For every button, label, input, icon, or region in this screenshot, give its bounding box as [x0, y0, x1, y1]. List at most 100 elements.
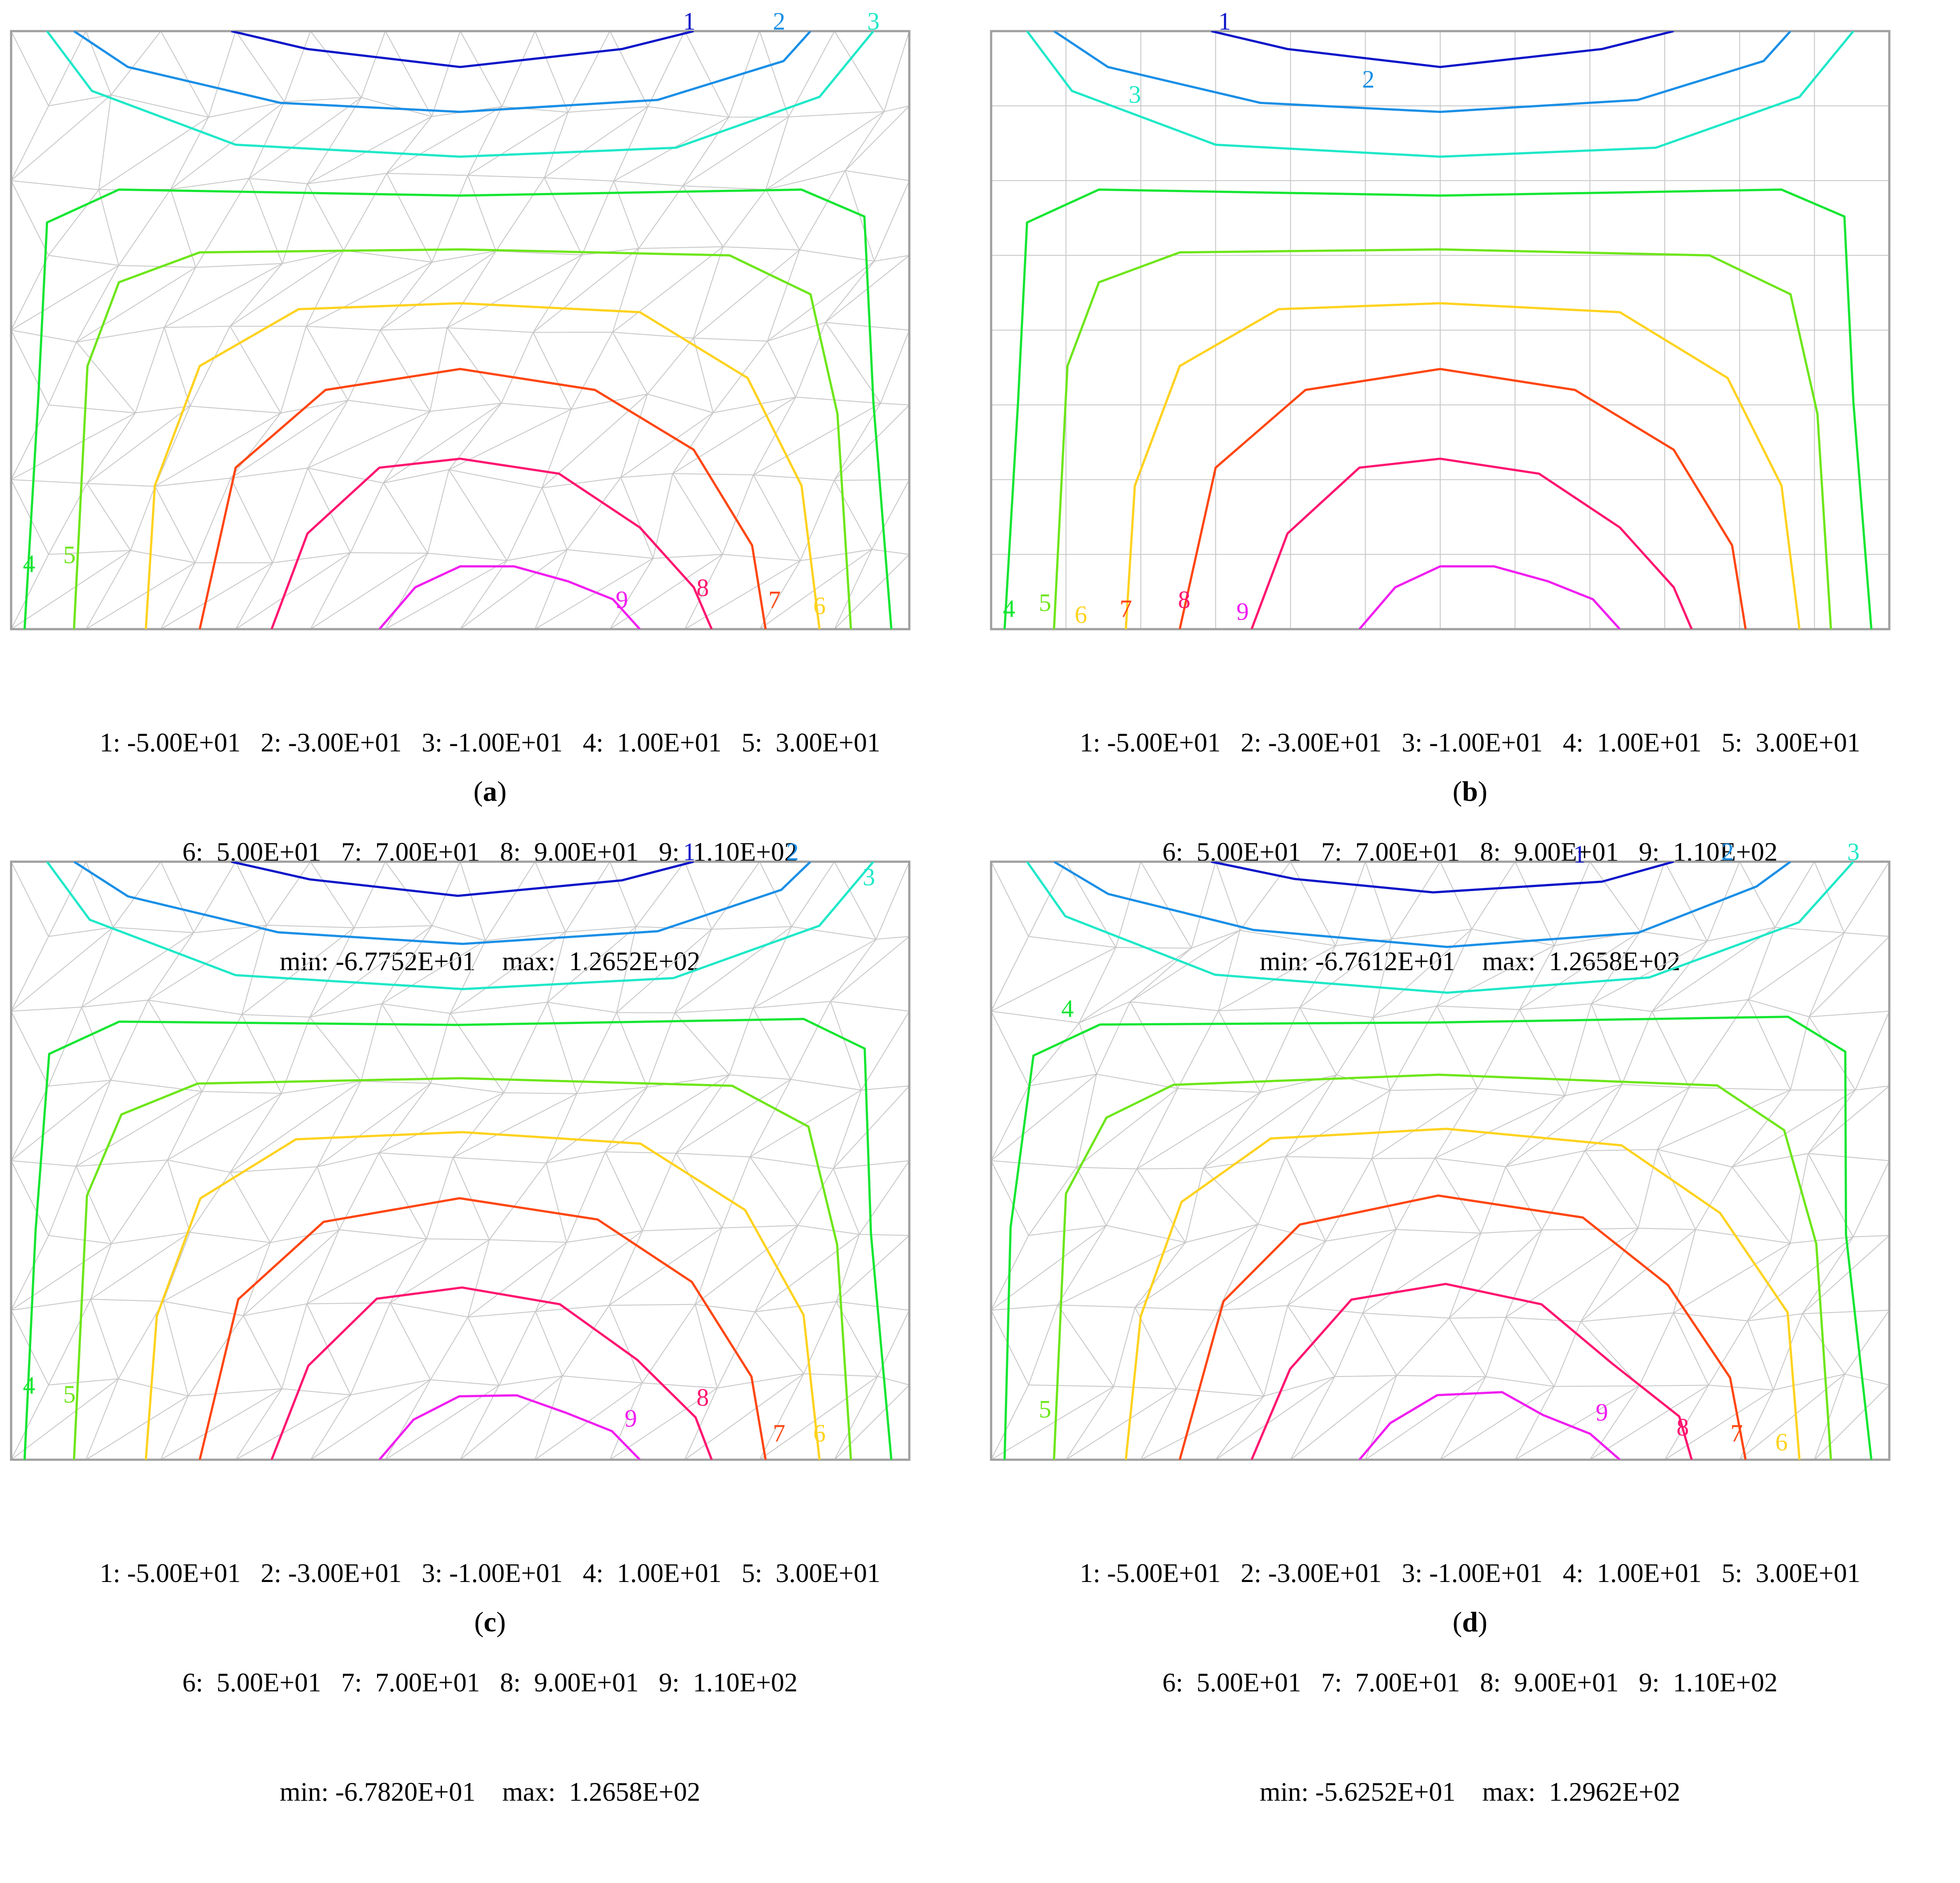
contour-label-9: 9	[616, 586, 628, 614]
contour-line-6	[145, 1131, 821, 1460]
contour-line-5	[1052, 248, 1832, 629]
contour-line-4	[23, 188, 893, 629]
contour-label-7: 7	[768, 586, 781, 614]
caption-d: (d)	[1452, 1606, 1488, 1638]
contour-line-9	[378, 1394, 641, 1460]
mesh-grid	[10, 31, 911, 630]
contour-line-9	[378, 565, 641, 629]
contour-label-2: 2	[773, 8, 785, 36]
range-text-c: min: -6.7820E+01 max: 1.2658E+02	[280, 1777, 700, 1807]
contour-line-3	[1026, 31, 1855, 158]
contour-line-1	[231, 31, 694, 68]
contour-line-2	[73, 862, 811, 945]
contour-label-8: 8	[696, 574, 709, 602]
contour-line-7	[1178, 368, 1747, 629]
contour-label-2: 2	[786, 839, 799, 866]
contour-lines	[23, 862, 893, 1460]
contour-label-6: 6	[813, 1420, 826, 1447]
contour-label-4: 4	[23, 550, 35, 578]
plot-frame	[10, 30, 911, 630]
caption-c: (c)	[474, 1606, 506, 1638]
contour-line-6	[145, 302, 821, 629]
contour-lines	[1003, 862, 1873, 1460]
contour-line-3	[1026, 862, 1855, 994]
contour-line-8	[1250, 458, 1693, 629]
contour-line-1	[1211, 862, 1674, 894]
mesh-triangles	[10, 31, 911, 630]
contour-label-6: 6	[1075, 601, 1087, 629]
contour-label-1: 1	[1218, 8, 1231, 36]
contour-lines	[23, 31, 893, 629]
contour-label-5: 5	[63, 541, 76, 569]
caption-a: (a)	[473, 775, 507, 807]
contour-line-6	[1125, 1128, 1801, 1460]
mesh-grid	[10, 861, 911, 1461]
mesh-triangles	[10, 861, 911, 1461]
contour-label-7: 7	[1731, 1420, 1743, 1447]
caption-b: (b)	[1452, 775, 1488, 807]
contour-label-7: 7	[773, 1420, 785, 1447]
contour-label-2: 2	[1721, 839, 1734, 866]
contour-label-8: 8	[1178, 586, 1190, 614]
caption-letter-c: c	[483, 1606, 497, 1638]
caption-letter-a: a	[483, 775, 497, 807]
contour-label-3: 3	[1129, 81, 1141, 108]
mesh-grid	[990, 861, 1891, 1461]
plot-frame	[10, 860, 911, 1461]
contour-label-1: 1	[683, 839, 695, 866]
mesh-grid	[991, 31, 1889, 629]
contour-label-1: 1	[1573, 841, 1586, 868]
contour-label-4: 4	[23, 1372, 35, 1399]
contour-label-6: 6	[1775, 1429, 1788, 1456]
contour-line-4	[23, 1018, 893, 1460]
contour-line-8	[270, 458, 713, 629]
contour-label-3: 3	[1847, 839, 1860, 866]
legend-line2-d: 6: 5.00E+01 7: 7.00E+01 8: 9.00E+01 9: 1…	[1162, 1668, 1778, 1697]
contour-plot-a: 1 2 3 4 5 6 7 8 9	[10, 8, 911, 630]
contour-labels: 1 2 3 4 5 6 7 8 9	[1039, 839, 1860, 1457]
contour-label-4: 4	[1061, 995, 1074, 1023]
contour-line-3	[46, 31, 875, 158]
contour-line-7	[1178, 1194, 1747, 1460]
legend-line1-b: 1: -5.00E+01 2: -3.00E+01 3: -1.00E+01 4…	[1080, 728, 1860, 757]
contour-line-6	[1125, 302, 1801, 629]
range-text-b: min: -6.7612E+01 max: 1.2658E+02	[1260, 947, 1680, 976]
contour-label-1: 1	[683, 8, 695, 36]
contour-line-2	[1053, 31, 1791, 113]
contour-line-5	[1052, 1073, 1832, 1460]
legend-c: 1: -5.00E+01 2: -3.00E+01 3: -1.00E+01 4…	[0, 1482, 980, 1883]
mesh-triangles	[990, 861, 1891, 1461]
contour-plot-b: 1 2 3 4 5 6 7 8 9	[990, 8, 1891, 630]
panel-d: 1 2 3 4 5 6 7 8 9 1: -5.00E+01 2: -3.00E+01 3: -…	[980, 831, 1960, 1807]
contour-label-8: 8	[1676, 1414, 1689, 1441]
contour-line-7	[198, 1197, 767, 1460]
contour-line-9	[1358, 565, 1621, 629]
panel-c: 1 2 3 4 5 6 7 8 9 1: -5.00E+01 2: -3.00E+01 3: -…	[0, 831, 980, 1807]
contour-label-9: 9	[1596, 1399, 1608, 1426]
contour-label-9: 9	[1237, 598, 1249, 626]
contour-label-4: 4	[1003, 595, 1015, 622]
legend-line1-d: 1: -5.00E+01 2: -3.00E+01 3: -1.00E+01 4…	[1080, 1558, 1860, 1588]
contour-line-4	[1003, 1016, 1873, 1460]
plot-frame	[990, 860, 1891, 1461]
contour-line-8	[1250, 1283, 1693, 1460]
range-text-d: min: -5.6252E+01 max: 1.2962E+02	[1260, 1777, 1680, 1807]
legend-line2-c: 6: 5.00E+01 7: 7.00E+01 8: 9.00E+01 9: 1…	[182, 1668, 798, 1697]
contour-label-5: 5	[63, 1381, 76, 1409]
contour-label-8: 8	[696, 1384, 709, 1411]
contour-label-5: 5	[1039, 589, 1051, 617]
contour-line-3	[46, 862, 875, 990]
legend-line1-c: 1: -5.00E+01 2: -3.00E+01 3: -1.00E+01 4…	[100, 1558, 880, 1588]
caption-letter-d: d	[1462, 1606, 1478, 1638]
plot-frame	[990, 30, 1891, 630]
contour-label-5: 5	[1039, 1396, 1051, 1423]
contour-line-4	[1003, 188, 1873, 629]
contour-label-3: 3	[863, 863, 875, 891]
contour-label-6: 6	[813, 592, 826, 620]
contour-label-3: 3	[867, 8, 880, 36]
contour-line-8	[270, 1286, 713, 1460]
